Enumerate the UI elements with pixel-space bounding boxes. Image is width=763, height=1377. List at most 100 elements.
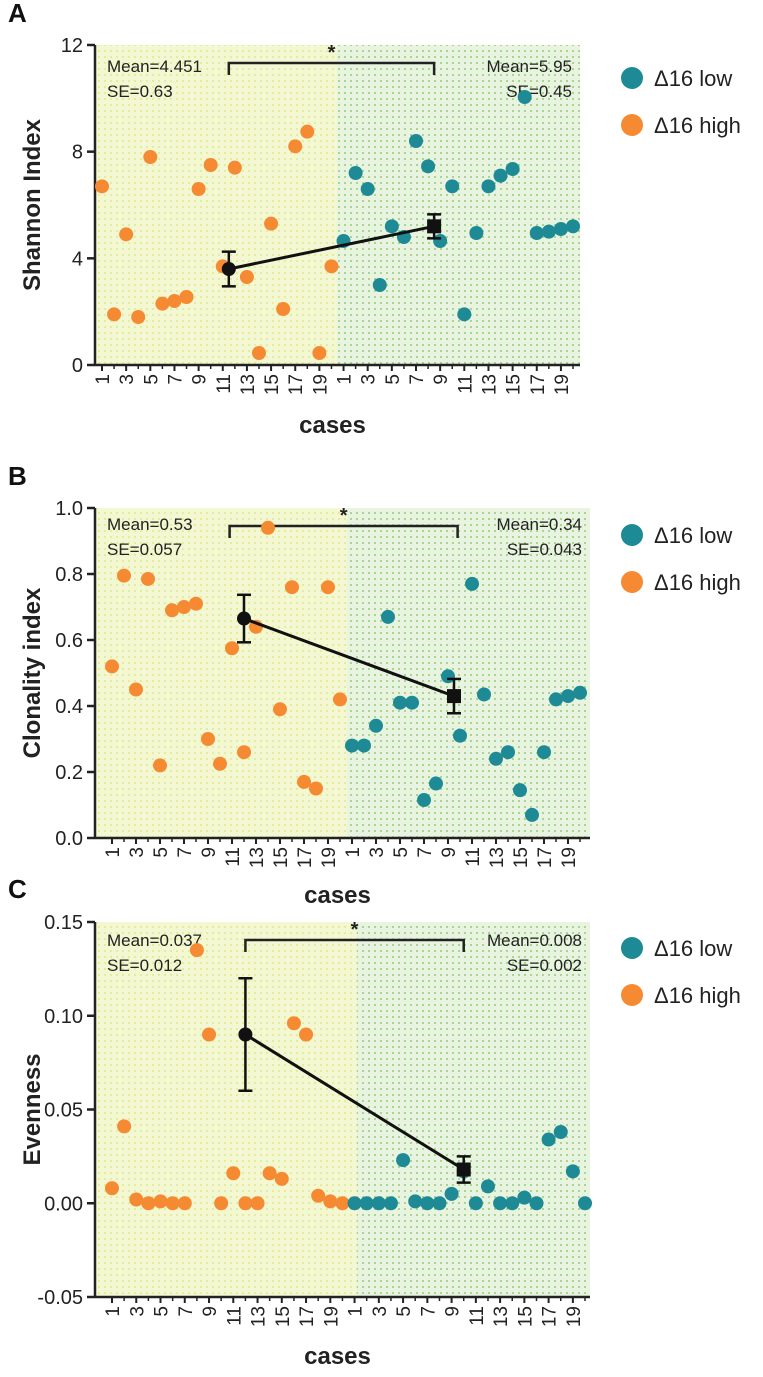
data-point-low <box>525 807 539 822</box>
high-se-text: SE=0.057 <box>107 540 182 559</box>
low-mean-text: Mean=5.95 <box>486 57 572 76</box>
data-point-low <box>505 162 520 176</box>
data-point-low <box>529 1196 544 1211</box>
data-point-high <box>167 294 182 308</box>
legend-label-high: Δ16 high <box>654 113 741 138</box>
x-axis-title: cases <box>304 882 371 909</box>
data-point-high <box>117 568 131 583</box>
data-point-low <box>513 783 527 798</box>
legend-label-low: Δ16 low <box>654 936 732 961</box>
data-point-low <box>347 1196 362 1211</box>
data-point-low <box>561 689 575 704</box>
data-point-low <box>405 695 419 710</box>
x-tick-label: 3 <box>367 847 388 858</box>
y-tick-label: 0.8 <box>55 564 83 586</box>
data-point-high <box>153 758 167 773</box>
x-tick-label: 11 <box>224 1306 245 1326</box>
y-tick-label: 0.4 <box>55 696 83 718</box>
data-point-high <box>288 139 303 154</box>
low-se-text: SE=0.043 <box>507 540 582 559</box>
x-tick-label: 17 <box>540 1306 561 1327</box>
mean-trend-line <box>244 1033 465 1171</box>
data-point-high <box>323 1194 338 1209</box>
x-tick-label: 11 <box>214 374 235 394</box>
legend-label-high: Δ16 high <box>654 983 741 1008</box>
x-tick-label: 9 <box>200 1306 221 1317</box>
data-point-low <box>549 692 563 707</box>
data-point-low <box>489 751 503 766</box>
x-tick-label: 5 <box>152 1306 173 1317</box>
x-tick-label: 9 <box>443 1306 464 1317</box>
x-tick-label: 7 <box>415 847 436 858</box>
x-tick-label: 19 <box>559 847 580 868</box>
data-point-high <box>177 600 191 614</box>
mean-marker-high <box>221 262 236 276</box>
x-tick-label: 7 <box>165 374 186 385</box>
data-point-high <box>202 1027 217 1042</box>
y-tick-label: 0.6 <box>55 630 83 652</box>
data-point-low <box>445 179 460 194</box>
data-point-low <box>420 1196 435 1211</box>
x-tick-label: 3 <box>370 1306 391 1317</box>
data-point-high <box>213 756 227 771</box>
low-mean-text: Mean=0.34 <box>496 515 582 534</box>
y-tick-label: 0.00 <box>44 1193 83 1215</box>
data-point-high <box>131 310 146 324</box>
data-point-high <box>276 302 291 316</box>
y-tick-label: 0 <box>72 355 83 377</box>
mean-marker-low <box>456 1162 471 1177</box>
data-point-low <box>348 166 363 180</box>
data-point-high <box>143 150 158 164</box>
x-tick-label: 7 <box>418 1306 439 1317</box>
high-mean-text: Mean=0.037 <box>107 931 202 950</box>
data-point-low <box>578 1196 592 1211</box>
data-point-low <box>529 226 544 240</box>
data-point-high <box>95 179 109 194</box>
data-point-high <box>333 692 347 707</box>
data-point-low <box>517 1190 532 1205</box>
data-point-low <box>517 90 532 104</box>
x-tick-label: 5 <box>141 374 162 385</box>
data-point-high <box>189 943 204 958</box>
data-point-high <box>286 1016 301 1031</box>
data-point-high <box>105 659 119 674</box>
data-point-low <box>453 728 467 743</box>
x-tick-label: 13 <box>247 847 268 868</box>
x-tick-label: 15 <box>271 847 292 868</box>
data-point-high <box>155 296 170 311</box>
panel-label: B <box>8 461 27 491</box>
data-point-low <box>381 609 395 624</box>
data-point-low <box>480 1179 495 1194</box>
background-low-region <box>357 922 590 1297</box>
data-point-low <box>553 222 568 236</box>
y-axis-title: Clonality index <box>19 587 46 758</box>
data-point-high <box>312 346 327 360</box>
data-point-high <box>300 124 315 139</box>
data-point-low <box>421 159 436 174</box>
x-tick-label: 11 <box>223 847 244 867</box>
x-tick-label: 11 <box>455 374 476 394</box>
data-point-high <box>252 346 266 360</box>
y-tick-label: 0.10 <box>44 1006 83 1028</box>
data-point-low <box>541 224 556 239</box>
data-point-high <box>226 1166 241 1181</box>
data-point-low <box>457 307 472 322</box>
x-tick-label: 17 <box>286 374 307 395</box>
x-tick-label: 13 <box>491 1306 512 1327</box>
mean-marker-low <box>447 689 461 704</box>
data-point-low <box>469 226 484 240</box>
y-tick-label: 0.2 <box>55 762 83 784</box>
x-tick-label: 5 <box>151 847 172 858</box>
x-tick-label: 13 <box>249 1306 270 1327</box>
y-tick-label: 8 <box>72 142 83 164</box>
data-point-high <box>262 1166 277 1181</box>
data-point-low <box>468 1196 483 1211</box>
x-tick-label: 7 <box>407 374 428 385</box>
x-tick-label: 19 <box>564 1306 585 1327</box>
data-point-low <box>566 219 580 234</box>
mean-trend-line <box>228 224 435 271</box>
x-tick-label: 9 <box>439 847 460 858</box>
data-point-high <box>141 1196 156 1211</box>
